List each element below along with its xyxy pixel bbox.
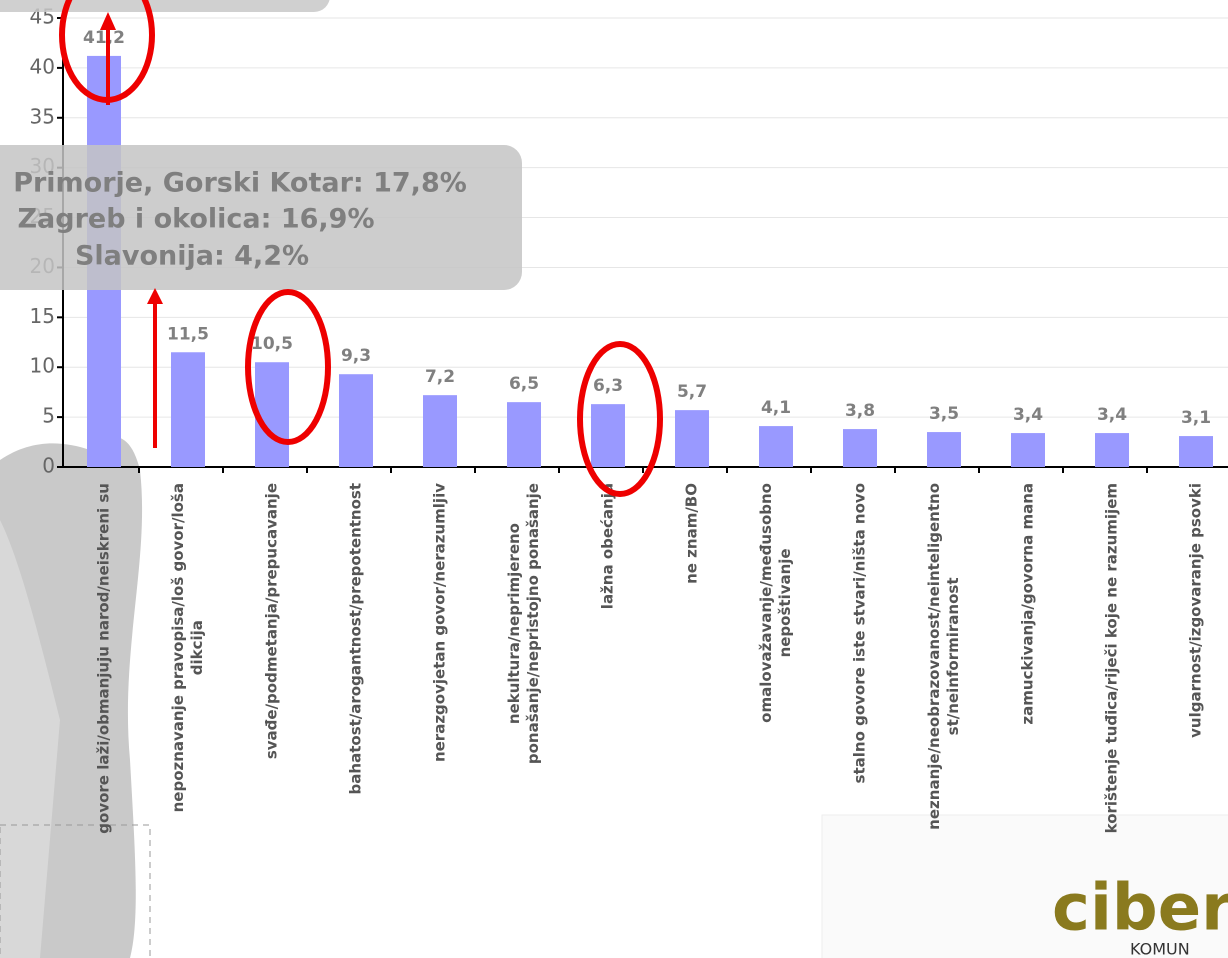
bar [171, 352, 205, 467]
data-label: 3,4 [1097, 405, 1127, 425]
data-label: 11,5 [167, 324, 209, 344]
x-tick-label: lažna obećanja [599, 483, 617, 609]
data-label: 3,5 [929, 404, 959, 424]
y-tick-label: 40 [30, 54, 55, 78]
bar [675, 410, 709, 467]
logo-sub: KOMUN [1130, 940, 1190, 958]
x-tick-label: stalno govore iste stvari/ništa novo [851, 483, 869, 783]
annotation: Primorje, Gorski Kotar: 17,8% [13, 168, 467, 199]
data-label: 3,4 [1013, 405, 1043, 425]
y-tick-label: 15 [30, 304, 55, 328]
bar [1011, 433, 1045, 467]
x-tick-label: ponašanje/nepristojno ponašanje [524, 483, 542, 764]
x-tick-label: vulgarnost/izgovaranje psovki [1187, 483, 1205, 738]
logo-panel [821, 814, 1228, 958]
x-tick-label: dikcija [188, 620, 206, 675]
highlights [59, 0, 663, 497]
bar [423, 395, 457, 467]
annotation: Slavonija: 4,2% [75, 241, 309, 272]
data-label: 3,1 [1181, 408, 1211, 428]
x-tick-label: nepoznavanje pravopisa/loš govor/loša [169, 483, 187, 812]
x-tick-label: nekultura/neprimjereno [505, 523, 523, 724]
x-tick-label: svađe/podmetanja/prepucavanje [263, 483, 281, 759]
data-label: 6,3 [593, 376, 623, 396]
y-tick-label: 35 [30, 104, 55, 128]
dashed-box [0, 824, 151, 958]
x-tick-label: bahatost/arogantnost/prepotentnost [347, 483, 365, 794]
data-label: 9,3 [341, 346, 371, 366]
top-box [0, 0, 330, 12]
data-label: 7,2 [425, 367, 455, 387]
bar [1179, 436, 1213, 467]
data-label: 5,7 [677, 382, 707, 402]
data-label: 6,5 [509, 374, 539, 394]
background-hand [0, 436, 143, 958]
x-tick-label: zamuckivanja/govorna mana [1019, 483, 1037, 725]
data-label: 4,1 [761, 398, 791, 418]
data-label: 41,2 [83, 28, 125, 48]
x-tick-label: nerazgovjetan govor/nerazumljiv [431, 483, 449, 762]
bar [591, 404, 625, 467]
bar [507, 402, 541, 467]
x-tick-label: nepoštivanje [776, 548, 794, 657]
bar [927, 432, 961, 467]
bar [1095, 433, 1129, 467]
x-tick-label: govore laži/obmanjuju narod/neiskreni su [95, 483, 113, 834]
y-tick-label: 0 [42, 454, 55, 478]
x-tick-label: neznanje/neobrazovanost/neinteligentno [925, 483, 943, 830]
x-tick-label: ne znam/BO [683, 483, 701, 584]
bar [759, 426, 793, 467]
x-tick-label: korištenje tuđica/riječi koje ne razumij… [1103, 483, 1121, 833]
data-label: 10,5 [251, 334, 293, 354]
bar [843, 429, 877, 467]
bar [255, 362, 289, 467]
x-tick-label: st/neinformiranost [944, 577, 962, 735]
y-tick-label: 10 [30, 354, 55, 378]
data-label: 3,8 [845, 401, 875, 421]
annotation-box [0, 145, 522, 290]
annotation: Zagreb i okolica: 16,9% [17, 204, 374, 235]
x-tick-label: omalovažavanje/međusobno [757, 483, 775, 723]
logo: cibero [1052, 872, 1228, 946]
y-tick-label: 5 [42, 404, 55, 428]
bar [339, 374, 373, 467]
